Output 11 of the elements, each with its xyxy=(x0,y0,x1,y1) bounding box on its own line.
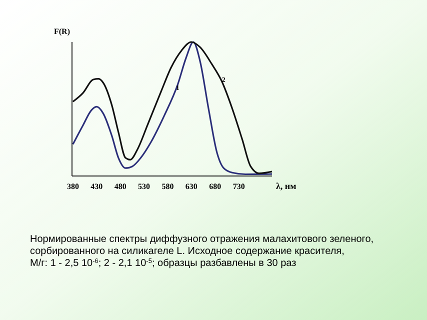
x-tick-label: 380 xyxy=(66,182,79,191)
x-tick-label: 480 xyxy=(114,182,126,191)
x-tick-label: 630 xyxy=(185,182,198,191)
x-tick-label: 530 xyxy=(138,182,150,191)
x-tick-label: 680 xyxy=(209,182,222,191)
x-tick-label: 580 xyxy=(162,182,174,191)
text: Нормированные спектры диффузного отражения малахитового зеленого, сорбированного на силикагеле L. Исходное содержание красителя, М/г: 1 - 2,5 10$^{-6}$; 2 - 2,1 10$^{-5}$; образцы разбавлены в 30 раз xyxy=(30,234,374,269)
x-axis-title: λ, нм xyxy=(276,181,296,191)
x-tick-label: 730 xyxy=(232,182,245,191)
x-tick-label: 430 xyxy=(90,182,103,191)
y-axis-title: F(R) xyxy=(54,27,70,36)
